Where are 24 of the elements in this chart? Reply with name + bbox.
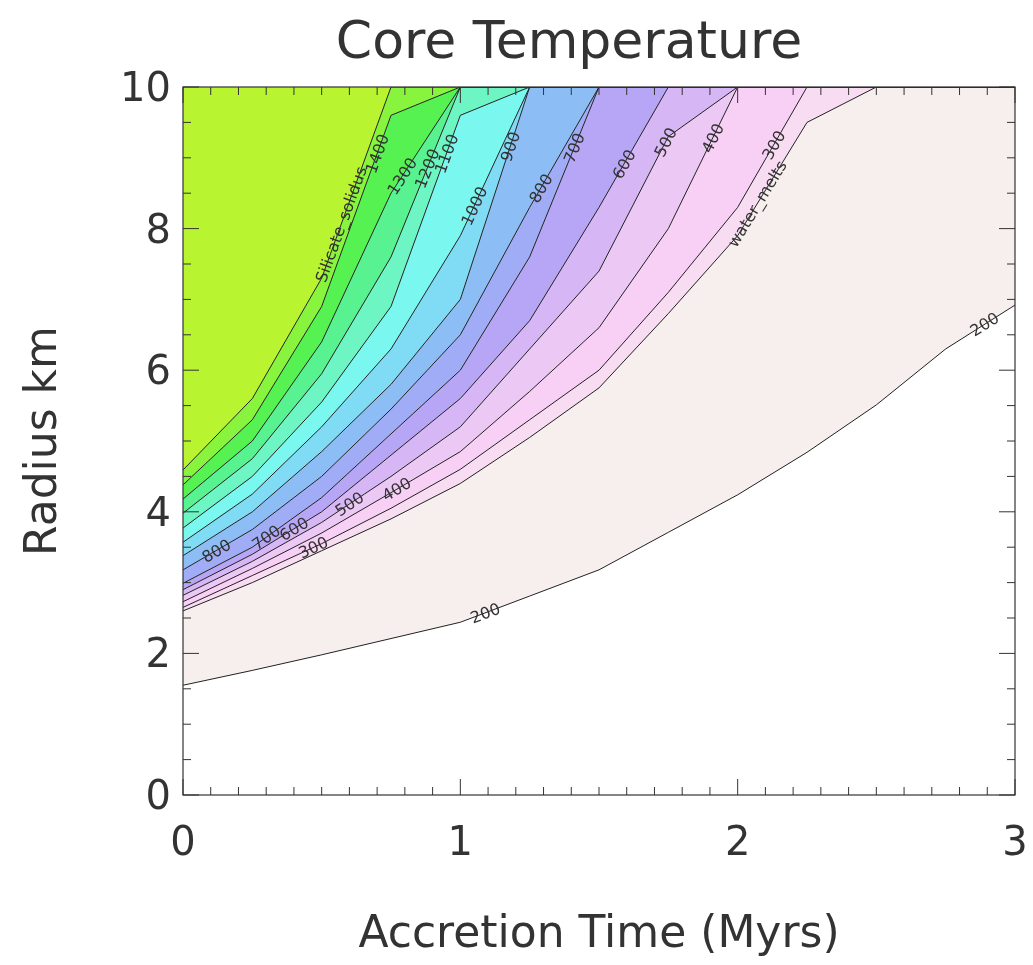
annotation: 400 — [697, 120, 729, 156]
annotation: 400 — [378, 473, 415, 506]
x-tick-label: 1 — [447, 818, 474, 864]
x-tick-label: 3 — [1002, 818, 1028, 864]
x-tick-label: 2 — [724, 818, 751, 864]
x-axis-title: Accretion Time (Myrs) — [358, 906, 840, 957]
annotation: 200 — [467, 598, 503, 628]
y-tick-label: 0 — [145, 772, 171, 818]
y-tick-label: 6 — [145, 347, 171, 394]
annotation: 1000 — [457, 183, 492, 229]
chart-title: Core Temperature — [335, 10, 803, 70]
annotation: 200 — [966, 308, 1003, 341]
y-tick-label: 2 — [145, 630, 171, 677]
annotation: 800 — [524, 170, 557, 207]
annotation: 600 — [608, 146, 640, 183]
annotation: 500 — [331, 487, 368, 521]
annotation: 900 — [496, 129, 525, 164]
annotation: 800 — [198, 534, 235, 567]
y-axis-title: Radius km — [15, 326, 66, 556]
annotation: 500 — [650, 124, 682, 161]
y-tick-label: 8 — [145, 205, 171, 252]
y-tick-label: 10 — [120, 64, 171, 110]
annotation: 700 — [559, 130, 589, 166]
y-tick-label: 4 — [145, 488, 171, 535]
